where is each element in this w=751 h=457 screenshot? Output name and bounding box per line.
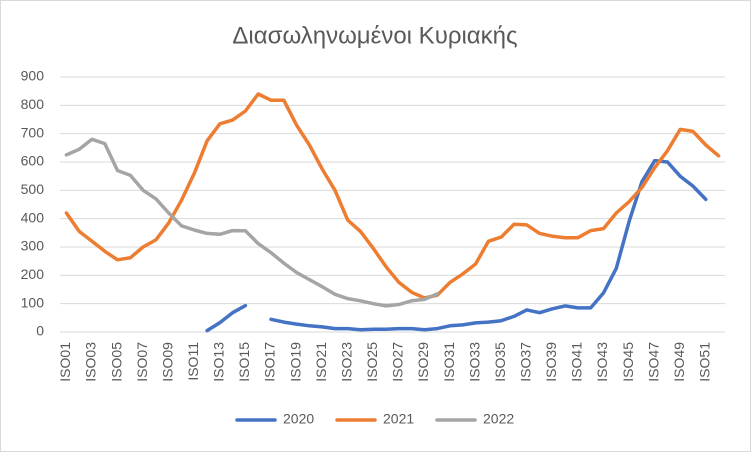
x-tick-label: ISO51 bbox=[697, 342, 713, 382]
y-tick-label: 900 bbox=[21, 68, 45, 84]
y-tick-label: 700 bbox=[21, 124, 45, 140]
x-tick-label: ISO29 bbox=[415, 342, 431, 382]
line-series bbox=[64, 92, 721, 300]
y-tick-label: 0 bbox=[36, 323, 44, 339]
x-tick-label: ISO15 bbox=[236, 342, 252, 382]
x-tick-label: ISO27 bbox=[390, 342, 406, 382]
x-tick-label: ISO11 bbox=[185, 342, 201, 381]
y-tick-label: 800 bbox=[21, 96, 45, 112]
x-tick-label: ISO01 bbox=[57, 342, 73, 382]
x-tick-label: ISO47 bbox=[645, 342, 661, 382]
x-tick-label: ISO41 bbox=[569, 342, 585, 382]
x-tick-label: ISO03 bbox=[83, 342, 99, 382]
x-tick-label: ISO31 bbox=[441, 342, 457, 382]
x-tick-label: ISO09 bbox=[159, 342, 175, 382]
x-tick-label: ISO49 bbox=[671, 342, 687, 382]
x-tick-label: ISO21 bbox=[313, 342, 329, 382]
chart-title: Διασωληνωμένοι Κυριακής bbox=[232, 22, 517, 49]
legend-label: 2020 bbox=[283, 411, 314, 427]
x-tick-label: ISO39 bbox=[543, 342, 559, 382]
y-tick-label: 300 bbox=[21, 238, 45, 254]
line-series bbox=[205, 158, 708, 333]
y-tick-label: 600 bbox=[21, 153, 45, 169]
line-series bbox=[64, 137, 440, 308]
y-tick-label: 400 bbox=[21, 209, 45, 225]
x-tick-label: ISO45 bbox=[620, 342, 636, 382]
x-tick-label: ISO17 bbox=[262, 342, 278, 382]
y-tick-label: 100 bbox=[21, 294, 45, 310]
x-tick-label: ISO23 bbox=[338, 342, 354, 382]
legend-label: 2021 bbox=[383, 411, 414, 427]
y-tick-label: 200 bbox=[21, 266, 45, 282]
x-tick-label: ISO37 bbox=[517, 342, 533, 382]
y-tick-label: 500 bbox=[21, 181, 45, 197]
x-tick-label: ISO33 bbox=[466, 342, 482, 382]
x-tick-label: ISO05 bbox=[108, 342, 124, 382]
x-tick-label: ISO25 bbox=[364, 342, 380, 382]
x-tick-label: ISO07 bbox=[134, 342, 150, 382]
x-tick-label: ISO43 bbox=[594, 342, 610, 382]
legend-label: 2022 bbox=[483, 411, 514, 427]
x-tick-label: ISO13 bbox=[211, 342, 227, 382]
x-tick-label: ISO19 bbox=[287, 342, 303, 382]
x-tick-label: ISO35 bbox=[492, 342, 508, 382]
